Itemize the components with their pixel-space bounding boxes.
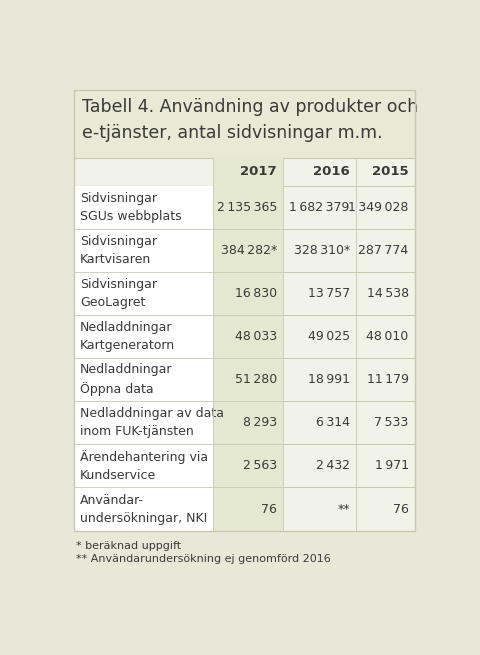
Bar (214, 272, 283, 315)
Bar (74, 272, 214, 315)
Bar (74, 158, 415, 185)
Text: Tabell 4. Användning av produkter och: Tabell 4. Användning av produkter och (82, 98, 418, 116)
Bar (214, 185, 283, 229)
Bar (74, 185, 415, 229)
Text: 328 310*: 328 310* (294, 244, 350, 257)
Bar (74, 229, 214, 272)
Bar (214, 444, 283, 487)
Text: 384 282*: 384 282* (221, 244, 277, 257)
Text: 2 135 365: 2 135 365 (216, 200, 277, 214)
Bar (214, 358, 283, 402)
Bar (74, 358, 415, 402)
Bar (74, 487, 214, 531)
Text: 1 971: 1 971 (374, 459, 409, 472)
Text: ** Användarundersökning ej genomförd 2016: ** Användarundersökning ej genomförd 201… (75, 553, 330, 564)
Text: e-tjänster, antal sidvisningar m.m.: e-tjänster, antal sidvisningar m.m. (82, 124, 383, 141)
Text: 8 293: 8 293 (243, 417, 277, 429)
Bar (74, 315, 214, 358)
Text: Nedladdningar
Öppna data: Nedladdningar Öppna data (80, 364, 173, 396)
Bar (74, 90, 415, 531)
Bar (214, 158, 283, 185)
Text: 2 432: 2 432 (316, 459, 350, 472)
Bar (74, 444, 214, 487)
Text: 51 280: 51 280 (235, 373, 277, 386)
Text: 7 533: 7 533 (374, 417, 409, 429)
Text: 2017: 2017 (240, 165, 277, 178)
Text: Användar-
undersökningar, NKI: Användar- undersökningar, NKI (80, 493, 207, 525)
Bar (74, 315, 415, 358)
Bar (74, 185, 214, 229)
Text: Nedladdningar av data
inom FUK-tjänsten: Nedladdningar av data inom FUK-tjänsten (80, 407, 224, 438)
Bar (214, 229, 283, 272)
Text: Sidvisningar
GeoLagret: Sidvisningar GeoLagret (80, 278, 157, 309)
Text: 16 830: 16 830 (235, 287, 277, 300)
Text: 76: 76 (393, 502, 409, 515)
Text: 14 538: 14 538 (367, 287, 409, 300)
Text: 48 033: 48 033 (235, 330, 277, 343)
Bar (74, 90, 415, 158)
Text: 76: 76 (261, 502, 277, 515)
Text: 1 349 028: 1 349 028 (348, 200, 409, 214)
Text: * beräknad uppgift: * beräknad uppgift (75, 542, 180, 552)
Text: Ärendehantering via
Kundservice: Ärendehantering via Kundservice (80, 450, 208, 482)
Bar (74, 487, 415, 531)
Bar (74, 358, 214, 402)
Bar (214, 315, 283, 358)
Bar (74, 402, 415, 444)
Text: 1 682 379: 1 682 379 (289, 200, 350, 214)
Bar (74, 272, 415, 315)
Bar (74, 402, 214, 444)
Text: 13 757: 13 757 (308, 287, 350, 300)
Text: 2016: 2016 (313, 165, 350, 178)
Text: 2 563: 2 563 (243, 459, 277, 472)
Text: 48 010: 48 010 (367, 330, 409, 343)
Text: 6 314: 6 314 (316, 417, 350, 429)
Text: 49 025: 49 025 (308, 330, 350, 343)
Text: 11 179: 11 179 (367, 373, 409, 386)
Text: Nedladdningar
Kartgeneratorn: Nedladdningar Kartgeneratorn (80, 321, 175, 352)
Text: Sidvisningar
SGUs webbplats: Sidvisningar SGUs webbplats (80, 192, 182, 223)
Text: 2015: 2015 (372, 165, 409, 178)
Bar (74, 444, 415, 487)
Text: **: ** (337, 502, 350, 515)
Text: 287 774: 287 774 (359, 244, 409, 257)
Text: Sidvisningar
Kartvisaren: Sidvisningar Kartvisaren (80, 234, 157, 266)
Bar (214, 402, 283, 444)
Bar (214, 487, 283, 531)
Bar (74, 229, 415, 272)
Text: 18 991: 18 991 (308, 373, 350, 386)
